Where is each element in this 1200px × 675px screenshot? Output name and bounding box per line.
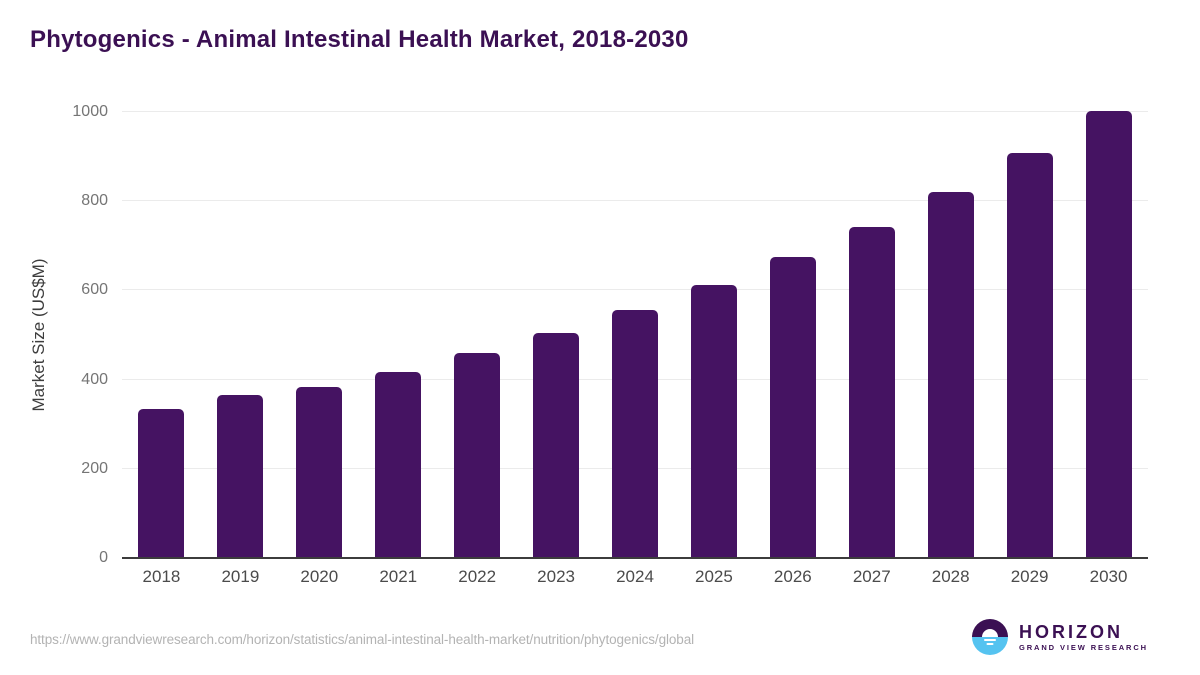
bars-row <box>122 110 1148 558</box>
bar-slot-2025 <box>674 112 753 558</box>
bar-2021[interactable] <box>375 372 422 558</box>
bar-2025[interactable] <box>690 285 737 558</box>
bar-slot-2022 <box>438 112 517 558</box>
gridline-1000 <box>122 111 1148 112</box>
y-tick-labels: 0 200 400 600 800 1000 <box>0 103 108 566</box>
gridline-600 <box>122 289 1148 291</box>
bar-slot-2024 <box>596 112 675 558</box>
bar-slot-2018 <box>122 112 201 558</box>
chart-title: Phytogenics - Animal Intestinal Health M… <box>30 26 689 53</box>
y-tick-label-200: 200 <box>81 459 108 477</box>
x-tick-label-2025: 2025 <box>695 567 733 586</box>
horizon-logo: HORIZON GRAND VIEW RESEARCH <box>971 619 1148 655</box>
bar-slot-2019 <box>201 112 280 558</box>
y-tick-label-400: 400 <box>81 370 108 388</box>
gridline-800 <box>122 200 1148 202</box>
x-tick-label-2021: 2021 <box>379 567 418 586</box>
x-tick-label-2023: 2023 <box>537 567 575 586</box>
bar-2028[interactable] <box>927 192 974 558</box>
x-tick-label-2026: 2026 <box>773 567 812 586</box>
x-tick-label-2020: 2020 <box>300 567 339 586</box>
x-axis-line <box>122 557 1148 559</box>
y-tick-label-1000: 1000 <box>72 103 108 120</box>
bar-slot-2020 <box>280 112 359 558</box>
bar-2024[interactable] <box>611 310 658 558</box>
bar-2030[interactable] <box>1085 110 1132 558</box>
x-tick-label-2028: 2028 <box>931 567 970 586</box>
y-tick-label-800: 800 <box>81 192 108 210</box>
x-tick-label-2029: 2029 <box>1010 567 1049 586</box>
x-tick-label-2022: 2022 <box>458 567 497 586</box>
bar-slot-2029 <box>990 112 1069 558</box>
x-tick-label-2027: 2027 <box>852 567 891 586</box>
plot-area <box>122 110 1148 559</box>
y-tick-label-600: 600 <box>81 281 108 299</box>
logo-text: HORIZON GRAND VIEW RESEARCH <box>1019 622 1148 652</box>
bar-2023[interactable] <box>533 333 580 558</box>
bar-slot-2026 <box>753 112 832 558</box>
bar-slot-2030 <box>1069 110 1148 558</box>
source-url-text: https://www.grandviewresearch.com/horizo… <box>30 632 695 647</box>
bar-2020[interactable] <box>296 386 343 558</box>
bar-slot-2028 <box>911 112 990 558</box>
y-tick-label-0: 0 <box>99 549 108 566</box>
bar-2027[interactable] <box>848 226 895 558</box>
bar-2029[interactable] <box>1006 153 1053 558</box>
x-tick-label-2018: 2018 <box>142 567 181 586</box>
bar-2018[interactable] <box>138 408 185 558</box>
x-tick-labels: 2018 2019 2020 2021 2022 2023 2024 2025 2026 2027… <box>122 567 1148 587</box>
bar-slot-2021 <box>359 112 438 558</box>
bar-2022[interactable] <box>454 353 501 558</box>
bar-2026[interactable] <box>769 257 816 558</box>
x-tick-label-2024: 2024 <box>616 567 654 586</box>
x-tick-label-2030: 2030 <box>1089 567 1128 586</box>
logo-name: HORIZON <box>1018 622 1123 642</box>
bar-slot-2023 <box>517 112 596 558</box>
x-tick-label-2019: 2019 <box>221 567 260 586</box>
bar-slot-2027 <box>832 112 911 558</box>
horizon-sun-icon <box>971 619 1008 655</box>
bar-2019[interactable] <box>217 395 264 558</box>
logo-subtitle: GRAND VIEW RESEARCH <box>1018 643 1148 652</box>
